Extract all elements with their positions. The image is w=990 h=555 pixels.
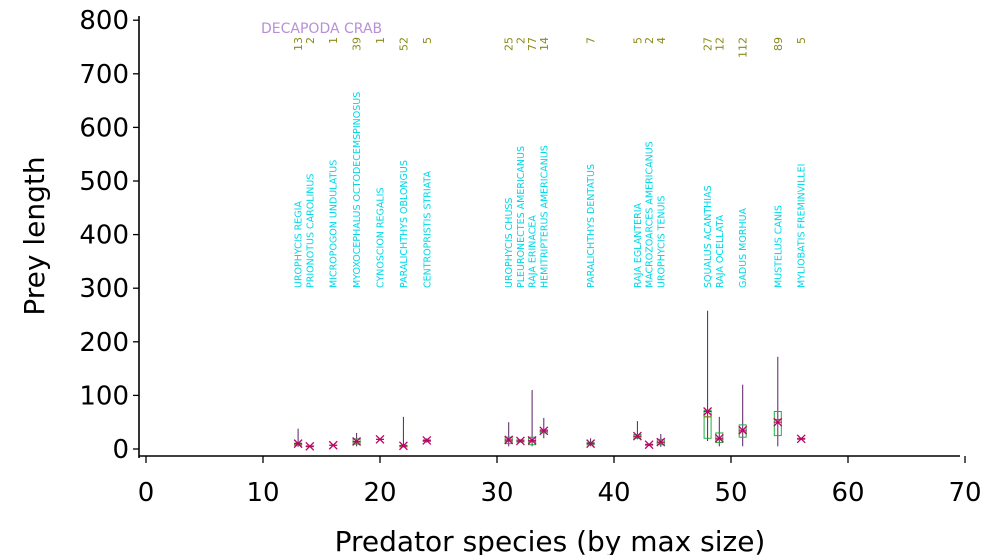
y-tick-label: 500 [79,167,129,197]
iqr-box [773,410,782,437]
species-box [375,434,385,444]
box-series [293,310,806,451]
x-tick-label: 10 [246,478,279,508]
species-box [515,436,525,446]
species-name-label: SQUALUS ACANTHIAS [703,185,714,288]
sample-count-label: 12 [713,37,726,51]
species-name-label: PARALICHTHYS OBLONGUS [399,160,410,288]
x-ticks: 0 10 20 30 40 50 60 70 [138,456,982,508]
x-axis-title: Predator species (by max size) [335,525,766,555]
iqr-box [703,409,712,439]
x-tick-label: 30 [480,478,513,508]
iqr-box [738,424,747,438]
species-box [398,416,408,451]
sample-count-label: 5 [631,37,644,44]
species-box [504,422,514,447]
species-box [644,440,654,450]
species-name-label: MYLIOBATIS FREMINVILLEI [797,164,808,288]
sample-count-label: 2 [304,37,317,44]
species-name-label: UROPHYCIS CHUSS [504,198,515,288]
sample-count-label: 25 [503,37,516,51]
sample-count-label: 2 [643,37,656,44]
sample-count-label: 52 [397,37,410,51]
species-name-label: HEMITRIPTERUS AMERICANUS [539,145,550,288]
species-box [703,310,713,441]
species-box [527,390,537,447]
species-name-label: PARALICHTHYS DENTATUS [586,164,597,288]
species-box [738,384,748,447]
y-tick-label: 300 [79,274,129,304]
sample-count-label: 27 [702,37,715,51]
species-name-label: UROPHYCIS TENUIS [656,196,667,288]
sample-count-label: 89 [772,37,785,51]
y-tick-label: 600 [79,113,129,143]
y-tick-label: 100 [79,381,129,411]
species-name-label: MYOXOCEPHALUS OCTODECEMSPINOSUS [352,92,363,288]
species-box [422,435,432,445]
x-tick-label: 40 [597,478,630,508]
iqr-box [715,432,724,444]
species-box [632,421,642,441]
x-tick-label: 70 [948,478,981,508]
sample-count-label: 2 [514,37,527,44]
chart-title: DECAPODA CRAB [261,21,382,37]
sample-count-label: 5 [795,37,808,44]
species-name-label: RAJA ERINACEA [528,215,539,288]
x-tick-label: 60 [831,478,864,508]
species-box [796,434,806,444]
sample-count-label: 13 [292,37,305,51]
species-box [714,416,724,447]
y-tick-label: 400 [79,221,129,251]
species-box [293,428,303,449]
species-box [539,417,549,439]
y-tick-label: 800 [79,6,129,36]
species-name-label: RAJA EGLANTERIA [633,202,644,288]
x-tick-label: 20 [363,478,396,508]
species-name-label: MUSTELUS CANIS [773,205,784,288]
x-tick-label: 50 [714,478,747,508]
species-name-label: PLEURONECTES AMERICANUS [516,146,527,288]
species-box [352,432,362,447]
axes [138,16,960,458]
y-tick-label: 700 [79,60,129,90]
species-name-label: UROPHYCIS REGIA [294,201,305,288]
species-name-label: CYNOSCION REGALIS [376,187,387,288]
sample-count-label: 112 [737,37,750,58]
sample-count-label: 39 [351,37,364,51]
species-name-label: CENTROPRISTIS STRIATA [422,170,433,288]
species-box [305,441,315,451]
sample-count-label: 1 [374,37,387,44]
y-tick-label: 0 [112,435,129,465]
species-box [586,438,596,449]
species-box [656,433,666,447]
sample-count-label: 14 [538,37,551,51]
y-ticks: 0 100 200 300 400 500 600 700 800 [79,6,139,465]
y-axis-title: Prey length [18,156,51,315]
species-name-label: RAJA OCELLATA [715,214,726,288]
sample-count-label: 5 [421,37,434,44]
sample-count-label: 7 [585,37,598,44]
species-name-label: PRIONOTUS CAROLINUS [305,174,316,288]
species-name-label: MICROPOGON UNDULATUS [329,160,340,288]
species-box [773,356,783,447]
sample-count-label: 4 [655,37,668,44]
sample-count-label: 1 [327,37,340,44]
species-name-label: GADUS MORHUA [738,207,749,288]
species-box [328,440,338,450]
x-tick-label: 0 [138,478,155,508]
y-tick-label: 200 [79,328,129,358]
species-name-label: MACROZOARCES AMERICANUS [645,141,656,288]
species-labels: UROPHYCIS REGIA PRIONOTUS CAROLINUS MICROP… [294,92,808,288]
sample-count-label: 77 [526,37,539,51]
